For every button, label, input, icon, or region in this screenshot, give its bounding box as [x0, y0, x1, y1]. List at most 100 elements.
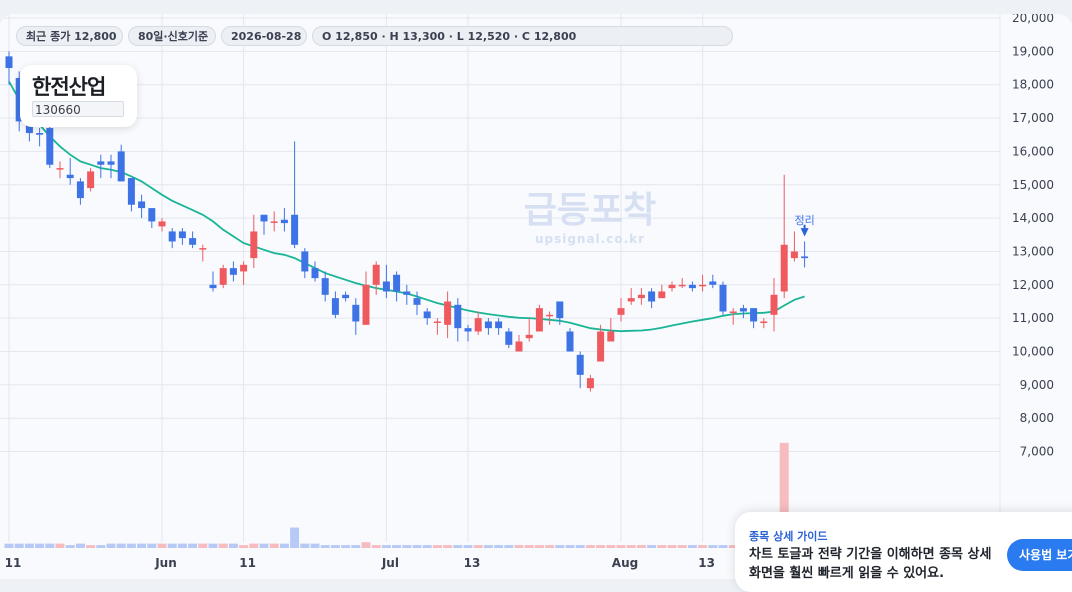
volume-bar [310, 543, 320, 548]
candle-body [586, 378, 594, 389]
volume-bar [14, 543, 24, 548]
candle-body [270, 221, 278, 223]
volume-bar [616, 545, 626, 548]
guide-button[interactable]: 사용법 보기 [1007, 539, 1072, 571]
volume-bar [157, 543, 167, 548]
annotation-arrow-stem [803, 224, 806, 231]
candle-body [331, 298, 339, 315]
y-tick-label: 11,000 [1012, 311, 1054, 325]
candle-body [474, 318, 482, 332]
candle-body [658, 291, 666, 299]
date-pill: 2026-08-28 [221, 26, 307, 46]
volume-bar [371, 545, 381, 548]
volume-bar [116, 543, 126, 548]
candle-body [342, 294, 350, 299]
volume-bar [422, 545, 432, 548]
volume-bar [228, 543, 238, 548]
candle-body [178, 231, 186, 239]
candle-body [46, 128, 54, 165]
volume-bar [4, 543, 14, 548]
candle-body [668, 284, 676, 289]
candle-body [97, 161, 105, 165]
volume-bar [463, 545, 473, 548]
volume-bar [728, 545, 738, 548]
volume-bar [300, 543, 310, 548]
volume-bar [432, 545, 442, 548]
candle-body [688, 284, 696, 289]
volume-bar [402, 545, 412, 548]
guide-body: 차트 토글과 전략 기간을 이해하면 종목 상세 화면을 훨씬 빠르게 읽을 수… [749, 545, 999, 583]
volume-bar [147, 543, 157, 548]
volume-bar [606, 545, 616, 548]
y-tick-label: 8,000 [1020, 411, 1054, 425]
x-tick-label: 13 [698, 556, 715, 570]
volume-bar [687, 545, 697, 548]
candle-body [352, 304, 360, 322]
y-tick-label: 16,000 [1012, 144, 1054, 158]
volume-bar [657, 545, 667, 548]
candle-body [199, 248, 207, 250]
candle-body [790, 251, 798, 259]
volume-bar [392, 545, 402, 548]
candle-body [260, 214, 268, 222]
y-tick-label: 18,000 [1012, 78, 1054, 92]
y-tick-label: 9,000 [1020, 378, 1054, 392]
annotation-label: 정리 [794, 214, 814, 227]
watermark-brand: 급등포착 [524, 190, 656, 231]
volume-bar [239, 545, 249, 548]
candle-body [413, 298, 421, 305]
volume-bar [177, 543, 187, 548]
volume-bar [504, 545, 514, 548]
candle-body [505, 331, 513, 345]
volume-bar [636, 545, 646, 548]
y-tick-label: 14,000 [1012, 211, 1054, 225]
candle-body [576, 354, 584, 375]
volume-bar [341, 545, 351, 548]
candle-body [648, 291, 656, 302]
candle-body [87, 171, 95, 189]
volume-bar [65, 545, 75, 548]
volume-bar [330, 545, 340, 548]
candle-body [15, 78, 23, 122]
candle-body [107, 161, 115, 165]
candle-body [495, 321, 503, 329]
candle-body [444, 301, 452, 325]
y-tick-label: 15,000 [1012, 178, 1054, 192]
candle-body [250, 231, 258, 259]
volume-bar [208, 543, 218, 548]
candle-body [189, 238, 197, 245]
candle-body [229, 268, 237, 275]
candle-body [535, 308, 543, 332]
volume-bar [596, 545, 606, 548]
y-tick-label: 19,000 [1012, 44, 1054, 58]
volume-bar [218, 543, 228, 548]
volume-bar [290, 527, 300, 548]
app: 급등포착 upsignal.co.kr 정리 7,000 8,000 9,000 10,00… [0, 14, 1072, 592]
volume-bar [198, 543, 208, 548]
candle-body [56, 168, 64, 170]
x-tick-label: 11 [5, 556, 22, 570]
candle-body [36, 133, 44, 135]
candle-body [597, 331, 605, 362]
stock-card: 한전산업 130660 [20, 65, 137, 127]
candle-body [76, 181, 84, 199]
candle-body [627, 298, 635, 302]
candle-body [168, 231, 176, 242]
volume-bar [575, 545, 585, 548]
y-tick-label: 13,000 [1012, 244, 1054, 258]
volume-bar [545, 545, 555, 548]
volume-bar [75, 543, 85, 548]
volume-bar [708, 545, 718, 548]
candle-body [311, 268, 319, 279]
volume-bar [137, 543, 147, 548]
candle-body [464, 328, 472, 332]
signal-basis-pill[interactable]: 80일·신호기준 [128, 26, 216, 46]
candle-body [382, 281, 390, 292]
candle-body [209, 284, 217, 289]
volume-bar [718, 545, 728, 548]
candle-body [750, 308, 758, 322]
y-tick-label: 12,000 [1012, 278, 1054, 292]
candle-body [709, 281, 717, 285]
candle-body [158, 221, 166, 227]
